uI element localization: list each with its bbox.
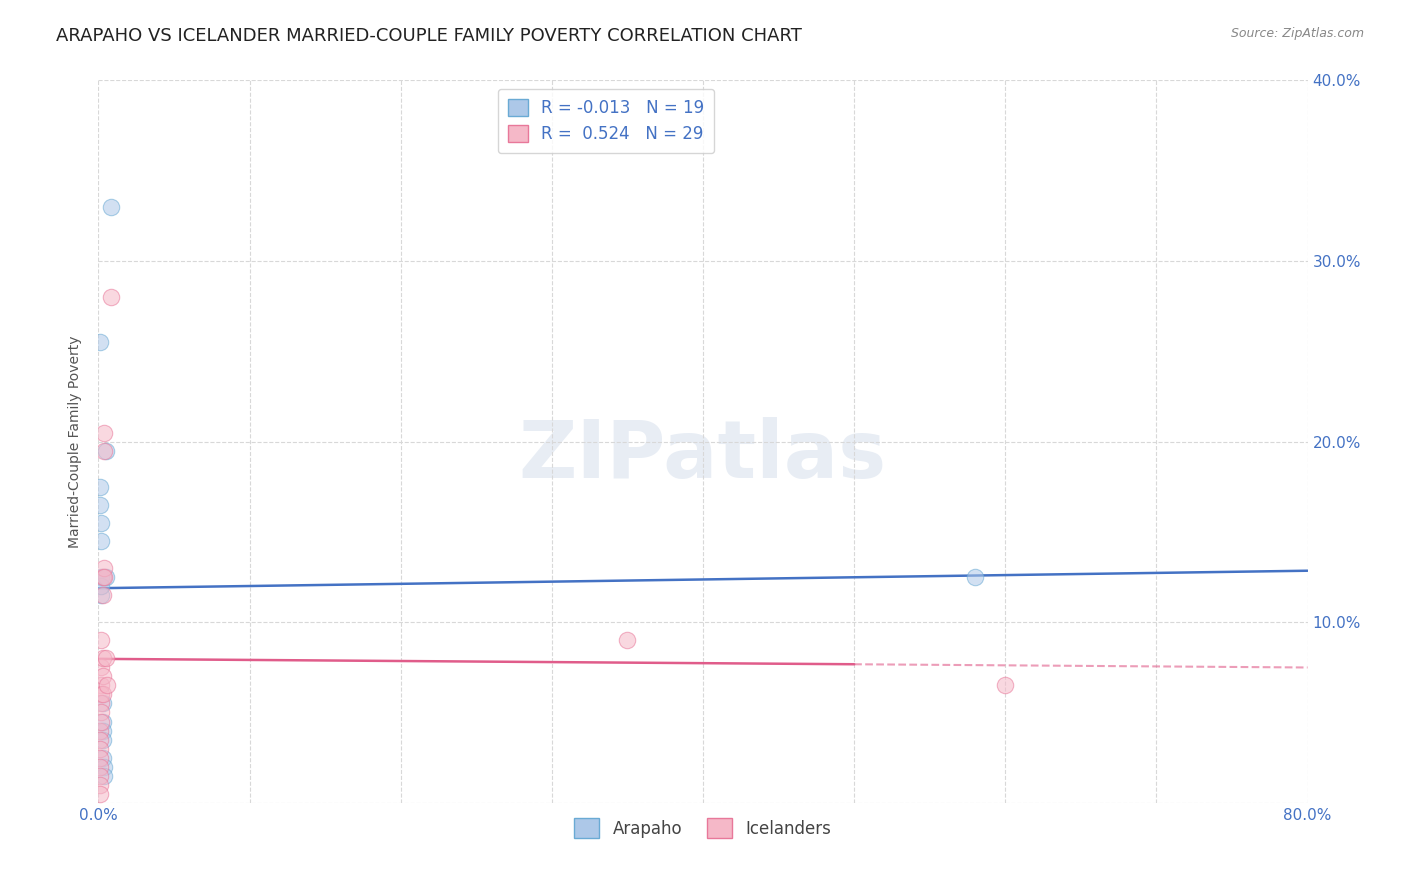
Point — [90, 678, 112, 692]
Point — [89, 769, 111, 783]
Point — [91, 669, 114, 683]
Point — [100, 290, 122, 304]
Point — [89, 760, 111, 774]
Point — [93, 760, 115, 774]
Point — [89, 723, 111, 738]
Point — [90, 687, 112, 701]
Point — [90, 588, 112, 602]
Point — [89, 732, 111, 747]
Point — [93, 425, 115, 440]
Legend: Arapaho, Icelanders: Arapaho, Icelanders — [568, 812, 838, 845]
Point — [90, 570, 112, 584]
Text: ZIPatlas: ZIPatlas — [519, 417, 887, 495]
Point — [89, 741, 111, 756]
Point — [89, 498, 111, 512]
Point — [94, 651, 117, 665]
Point — [90, 579, 112, 593]
Point — [91, 732, 114, 747]
Point — [91, 588, 114, 602]
Point — [90, 714, 112, 729]
Point — [91, 723, 114, 738]
Point — [89, 787, 111, 801]
Text: ARAPAHO VS ICELANDER MARRIED-COUPLE FAMILY POVERTY CORRELATION CHART: ARAPAHO VS ICELANDER MARRIED-COUPLE FAMI… — [56, 27, 801, 45]
Point — [93, 561, 115, 575]
Point — [91, 697, 114, 711]
Point — [93, 570, 115, 584]
Point — [94, 443, 117, 458]
Point — [91, 750, 114, 764]
Point — [89, 778, 111, 792]
Point — [90, 706, 112, 720]
Point — [90, 633, 112, 648]
Point — [93, 769, 115, 783]
Point — [91, 687, 114, 701]
Point — [89, 480, 111, 494]
Point — [90, 533, 112, 548]
Point — [91, 651, 114, 665]
Point — [100, 200, 122, 214]
Point — [91, 714, 114, 729]
Point — [90, 516, 112, 530]
Point — [616, 633, 638, 648]
Point — [93, 443, 115, 458]
Point — [90, 697, 112, 711]
Point — [91, 570, 114, 584]
Point — [96, 678, 118, 692]
Point — [89, 750, 111, 764]
Point — [89, 335, 111, 350]
Point — [90, 660, 112, 674]
Point — [965, 570, 987, 584]
Point — [994, 678, 1017, 692]
Y-axis label: Married-Couple Family Poverty: Married-Couple Family Poverty — [69, 335, 83, 548]
Point — [94, 570, 117, 584]
Text: Source: ZipAtlas.com: Source: ZipAtlas.com — [1230, 27, 1364, 40]
